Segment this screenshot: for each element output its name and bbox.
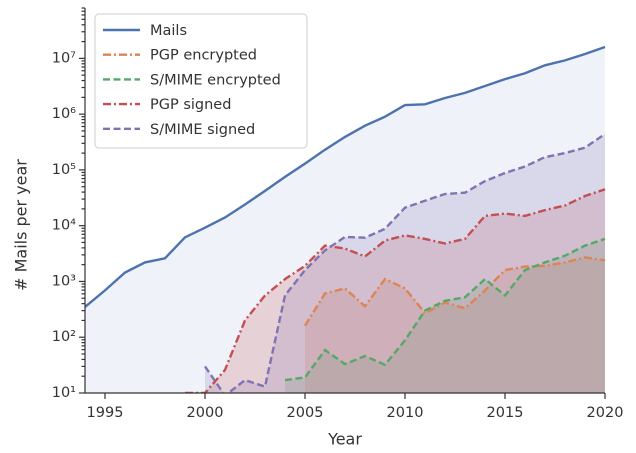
legend-label: PGP encrypted (150, 48, 257, 64)
x-tick-label: 1995 (87, 405, 124, 421)
y-tick-label: 10³ (52, 273, 76, 289)
series-line (284, 237, 606, 382)
series-line (85, 45, 606, 308)
y-tick-label: 10¹ (52, 385, 76, 401)
legend-box (94, 13, 308, 149)
y-tick-label: 10⁶ (52, 106, 76, 122)
x-tick-label: 2010 (387, 405, 424, 421)
series-area (185, 189, 605, 393)
series-line (303, 256, 606, 327)
x-tick-label: 2000 (187, 405, 224, 421)
y-tick-label: 10² (52, 329, 76, 345)
y-tick-label: 10⁴ (52, 218, 76, 234)
y-axis-label: # Mails per year (12, 159, 31, 291)
x-axis-label: Year (327, 430, 362, 449)
series-area (285, 238, 605, 393)
legend-label: S/MIME signed (150, 122, 255, 138)
series-line (185, 188, 606, 393)
series-area (85, 47, 605, 393)
series-area (205, 134, 605, 393)
x-tick-label: 2015 (487, 405, 524, 421)
legend-label: PGP signed (150, 97, 231, 113)
legend-label: Mails (150, 23, 187, 39)
x-tick-label: 2005 (287, 405, 324, 421)
x-tick-label: 2020 (587, 405, 624, 421)
series-area (305, 257, 605, 393)
y-tick-label: 10⁷ (52, 50, 76, 66)
series-line (204, 133, 606, 393)
y-tick-label: 10⁵ (52, 162, 76, 178)
legend-label: S/MIME encrypted (150, 72, 281, 88)
